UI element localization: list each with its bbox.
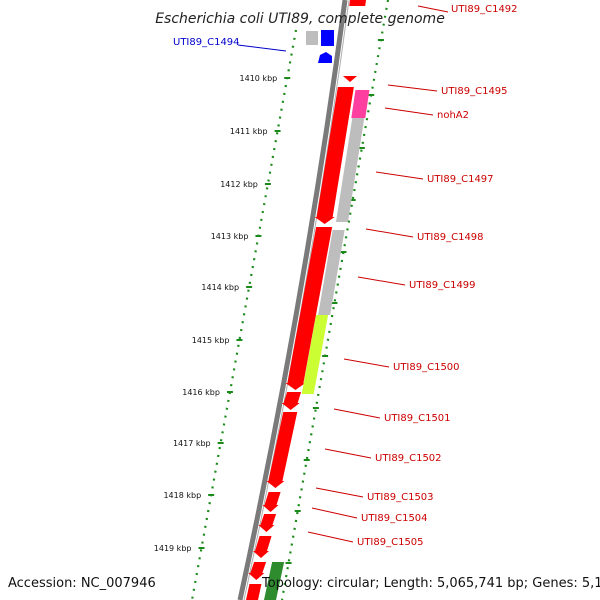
ruler-label: 1417 kbp — [173, 439, 211, 448]
label-connector — [237, 44, 287, 52]
label-connectors — [237, 5, 449, 543]
ruler-label: 1410 kbp — [240, 74, 278, 83]
label-connector — [384, 107, 434, 116]
label-connector — [357, 276, 406, 286]
gene-utI89-c1500 — [301, 315, 329, 394]
gene-label: UTI89_C1505 — [357, 537, 424, 548]
gene-utI89-c1502 — [266, 412, 298, 488]
gene-label: UTI89_C1504 — [361, 513, 428, 524]
ruler-label: 1416 kbp — [182, 388, 220, 397]
gray-feature-small — [306, 31, 318, 45]
gene-utI89-c1504 — [258, 514, 277, 532]
gene-lowest — [244, 584, 262, 600]
ruler-labels: 1410 kbp 1411 kbp 1412 kbp 1413 kbp 1414 kbp… — [154, 74, 277, 553]
red-small-arrow — [343, 76, 357, 82]
gene-utI89-c1495 — [314, 87, 354, 224]
label-connector — [343, 358, 390, 368]
ruler-dotted-line-inner — [190, 29, 298, 600]
gene-label: UTI89_C1503 — [367, 492, 434, 503]
gene-utI89-c1498 — [285, 227, 333, 390]
gene-label: UTI89_C1494 — [173, 37, 240, 48]
gene-label: UTI89_C1499 — [409, 280, 476, 291]
gene-utI89-c1501 — [281, 392, 302, 410]
label-connector — [375, 171, 424, 180]
genome-title: Escherichia coli UTI89, complete genome — [155, 11, 445, 27]
blue-gene-feature — [321, 30, 334, 46]
green-gene-feature — [264, 562, 285, 600]
gene-label: UTI89_C1492 — [451, 4, 518, 15]
accession-text: Accession: NC_007946 — [8, 576, 156, 591]
gene-lower — [248, 562, 267, 580]
label-connector — [311, 507, 358, 519]
label-connector — [365, 228, 414, 238]
topology-text: Topology: circular; Length: 5,065,741 bp… — [261, 576, 600, 591]
ruler-label: 1415 kbp — [192, 336, 230, 345]
label-connector — [307, 531, 354, 543]
ruler-label: 1419 kbp — [154, 544, 192, 553]
gene-utI89-c1499 — [318, 230, 345, 315]
blue-arrow-feature — [318, 52, 332, 63]
gene-features — [244, 0, 370, 600]
gene-labels: UTI89_C1492 UTI89_C1494 UTI89_C1495 nohA2 UT… — [173, 4, 518, 548]
label-connector — [333, 408, 381, 419]
gene-label: UTI89_C1501 — [384, 413, 451, 424]
gene-label: UTI89_C1497 — [427, 174, 494, 185]
gene-top-partial — [349, 0, 366, 6]
gene-utI89-c1497 — [335, 118, 365, 222]
ruler-label: 1411 kbp — [230, 127, 268, 136]
ruler-label: 1414 kbp — [201, 283, 239, 292]
gene-label: UTI89_C1498 — [417, 232, 484, 243]
ruler-dotted-lines — [190, 0, 390, 600]
gene-utI89-c1503 — [262, 492, 281, 512]
gene-utI89-c1505 — [252, 536, 272, 558]
label-connector — [417, 5, 449, 13]
gene-label: nohA2 — [437, 110, 469, 121]
gene-label: UTI89_C1500 — [393, 362, 460, 373]
label-connector — [324, 448, 372, 459]
ruler-label: 1412 kbp — [220, 180, 258, 189]
gene-nohA2 — [351, 90, 370, 118]
ruler-dotted-line-outer — [280, 0, 390, 600]
label-connector — [387, 84, 438, 92]
ruler-label: 1413 kbp — [211, 232, 249, 241]
gene-label: UTI89_C1502 — [375, 453, 442, 464]
label-connector — [315, 487, 364, 498]
gene-label: UTI89_C1495 — [441, 86, 508, 97]
ruler-label: 1418 kbp — [163, 491, 201, 500]
